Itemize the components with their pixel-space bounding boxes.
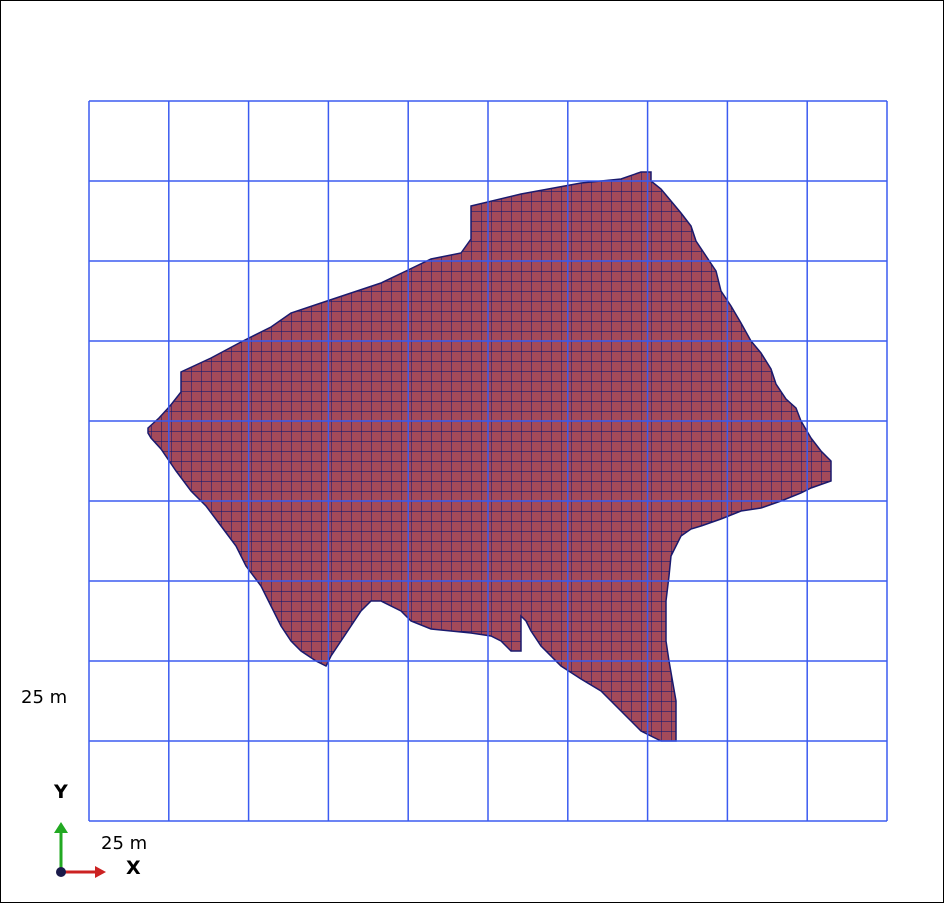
x-scale-label: 25 m [101, 833, 148, 854]
y-axis-label: Y [54, 781, 68, 803]
axis-triad [54, 822, 106, 878]
x-axis-arrowhead [95, 866, 106, 878]
grid-overlay [88, 100, 888, 822]
axis-origin [56, 867, 66, 877]
y-axis-arrowhead [54, 822, 68, 833]
y-scale-label: 25 m [21, 687, 68, 708]
mesh-region[interactable] [147, 171, 832, 742]
x-axis-label: X [126, 857, 141, 879]
